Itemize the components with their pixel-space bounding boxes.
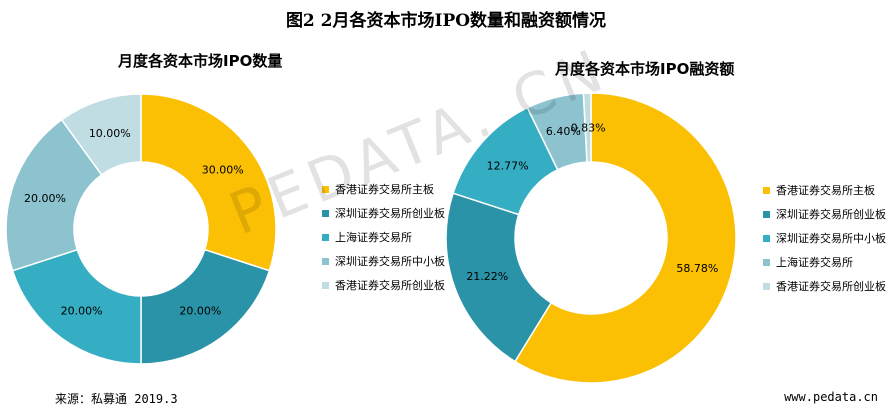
count-slice-label-3: 20.00%: [24, 192, 66, 205]
amount-legend-item-2: 深圳证券交易所中小板: [763, 226, 886, 250]
amount-legend-item-4: 香港证券交易所创业板: [763, 274, 886, 298]
legend-ipo-count: 香港证券交易所主板 深圳证券交易所创业板 上海证券交易所深圳证券交易所中小板 香港证券…: [322, 177, 445, 297]
amount-slice-label-4: 0.83%: [571, 122, 606, 135]
legend-label: 香港证券交易所主板: [776, 184, 875, 197]
count-legend-item-4: 香港证券交易所创业板: [322, 273, 445, 297]
legend-swatch: [322, 209, 329, 217]
legend-label: 上海证券交易所: [776, 256, 853, 269]
count-legend-item-3: 深圳证券交易所中小板: [322, 249, 445, 273]
amount-legend-item-0: 香港证券交易所主板: [763, 178, 886, 202]
legend-swatch: [322, 185, 329, 193]
legend-ipo-amount: 香港证券交易所主板 深圳证券交易所创业板 深圳证券交易所中小板 上海证券交易所香港证券…: [763, 178, 886, 298]
count-slice-label-2: 20.00%: [61, 305, 103, 318]
legend-label: 深圳证券交易所创业板: [335, 207, 445, 220]
legend-label: 深圳证券交易所中小板: [776, 232, 886, 245]
legend-label: 香港证券交易所主板: [335, 183, 434, 196]
legend-swatch: [322, 257, 329, 265]
source-note: 来源：私募通 2019.3: [55, 392, 178, 406]
count-slice-0: [140, 93, 277, 272]
count-slice-2: [11, 248, 142, 365]
legend-label: 深圳证券交易所中小板: [335, 255, 445, 268]
website-url: www.pedata.cn: [784, 390, 878, 404]
amount-slice-label-3: 6.40%: [546, 125, 581, 138]
legend-swatch: [763, 234, 770, 242]
count-slice-1: [140, 248, 271, 365]
amount-slice-4: [582, 92, 592, 163]
count-slice-4: [60, 93, 142, 176]
count-legend-item-2: 上海证券交易所: [322, 225, 445, 249]
legend-swatch: [763, 258, 770, 266]
legend-swatch: [322, 281, 329, 289]
legend-label: 上海证券交易所: [335, 231, 412, 244]
count-legend-item-0: 香港证券交易所主板: [322, 177, 445, 201]
count-legend-item-1: 深圳证券交易所创业板: [322, 201, 445, 225]
legend-swatch: [763, 282, 770, 290]
amount-slice-label-1: 21.22%: [466, 270, 508, 283]
legend-swatch: [763, 186, 770, 194]
amount-legend-item-1: 深圳证券交易所创业板: [763, 202, 886, 226]
amount-slice-1: [445, 192, 553, 363]
count-slice-3: [5, 118, 103, 272]
page-title: 图2 2月各资本市场IPO数量和融资额情况: [285, 11, 607, 31]
count-slice-label-4: 10.00%: [89, 127, 131, 140]
legend-label: 香港证券交易所创业板: [776, 280, 886, 293]
count-slice-label-1: 20.00%: [179, 305, 221, 318]
legend-label: 香港证券交易所创业板: [335, 279, 445, 292]
amount-legend-item-3: 上海证券交易所: [763, 250, 886, 274]
chart-title-ipo-count: 月度各资本市场IPO数量: [118, 52, 283, 70]
chart-title-ipo-amount: 月度各资本市场IPO融资额: [555, 60, 735, 78]
amount-slice-0: [513, 92, 737, 384]
legend-swatch: [763, 210, 770, 218]
amount-slice-label-2: 12.77%: [487, 160, 529, 173]
amount-slice-label-0: 58.78%: [676, 262, 718, 275]
count-slice-label-0: 30.00%: [202, 164, 244, 177]
legend-swatch: [322, 233, 329, 241]
legend-label: 深圳证券交易所创业板: [776, 208, 886, 221]
